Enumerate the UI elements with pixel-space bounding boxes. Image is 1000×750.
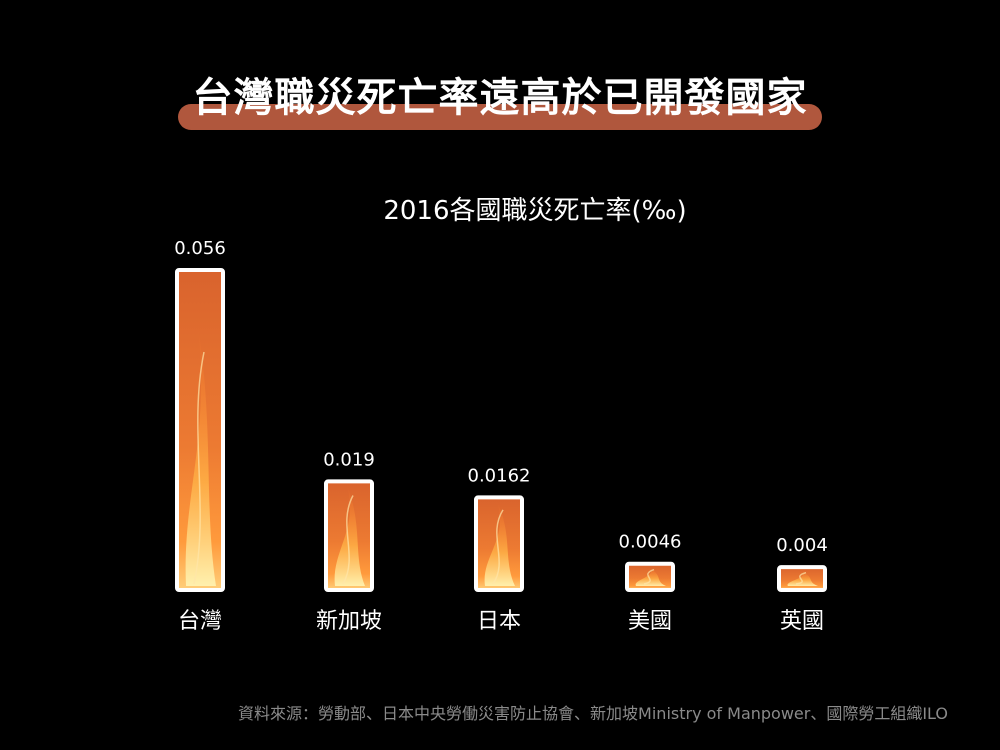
bar-group: 0.0162 日本 [468, 465, 531, 634]
category-label: 美國 [628, 609, 672, 634]
flame-icon [787, 571, 818, 586]
bar-group: 0.0046 美國 [619, 532, 682, 634]
headline-banner: 台灣職災死亡率遠高於已開發國家 [178, 70, 822, 134]
flame-icon [635, 567, 666, 586]
bar-group: 0.056 台灣 [174, 238, 226, 634]
flame-icon [334, 485, 365, 586]
bar-value-label: 0.019 [323, 449, 375, 470]
flame-icon [484, 501, 515, 586]
flame-wisp-icon [193, 351, 205, 585]
flame-wisp-icon [492, 509, 504, 585]
bar-group: 0.019 新加坡 [316, 449, 382, 634]
chart-title: 2016各國職災死亡率(‰) [383, 196, 687, 226]
bar-value-label: 0.004 [776, 535, 828, 556]
flame-wisp-icon [342, 495, 354, 585]
flame-icon [185, 326, 216, 586]
source-note: 資料來源：勞動部、日本中央勞働災害防止協會、新加坡Ministry of Man… [238, 704, 948, 723]
category-label: 日本 [477, 609, 521, 634]
flame-wisp-icon [643, 568, 655, 585]
bar-value-label: 0.0046 [619, 532, 682, 553]
bar-value-label: 0.056 [174, 238, 226, 259]
bar-group: 0.004 英國 [776, 535, 828, 634]
category-label: 新加坡 [316, 609, 382, 634]
bar-value-label: 0.0162 [468, 465, 531, 486]
category-label: 台灣 [178, 609, 222, 634]
headline-underline [178, 104, 822, 130]
category-label: 英國 [780, 609, 824, 634]
flame-wisp-icon [795, 571, 807, 585]
headline-title: 台灣職災死亡率遠高於已開發國家 [192, 75, 808, 121]
